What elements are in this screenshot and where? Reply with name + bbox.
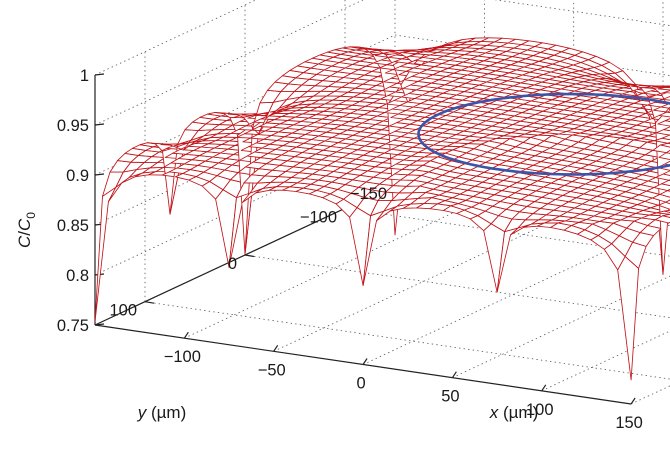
x-tick-mark [541, 384, 547, 392]
x-tick-mark [451, 371, 457, 378]
z-tick-label: 0.75 [57, 317, 89, 335]
y-tick-label: −100 [300, 208, 337, 226]
x-tick-mark [273, 344, 279, 352]
mesh-cell [665, 199, 670, 205]
x-tick-label: 50 [441, 388, 459, 406]
z-axis-label: C/C0 [15, 212, 38, 248]
mesh-cell [657, 201, 670, 210]
mesh-cell [617, 255, 640, 381]
mesh-cell [661, 134, 670, 141]
z-tick-label: 0.8 [66, 267, 89, 285]
z-tick-label: 1 [80, 67, 89, 85]
y-tick-mark [144, 301, 155, 304]
mesh-cell [657, 86, 670, 91]
x-tick-mark [183, 331, 189, 339]
x-axis-line [94, 324, 632, 405]
y-axis-label: y (µm) [137, 403, 187, 422]
z-tick-mark [94, 173, 105, 176]
mesh-cell [661, 179, 670, 187]
surface-mesh [94, 37, 670, 381]
mesh-cell [659, 190, 670, 198]
z-tick-label: 0.85 [57, 217, 89, 235]
mesh-cell [667, 188, 670, 192]
mesh-cell [662, 170, 670, 176]
z-tick-label: 0.9 [66, 167, 89, 185]
x-tick-label: 150 [615, 414, 643, 432]
wall-grid-line [395, 0, 670, 14]
mesh-cell [663, 126, 670, 132]
y-tick-mark [244, 254, 255, 258]
x-tick-mark [630, 397, 636, 405]
mesh-cell [663, 90, 670, 94]
x-tick-label: 100 [526, 401, 554, 419]
mesh-cell [665, 149, 670, 154]
mesh-cell [660, 142, 670, 148]
mesh-cell [666, 110, 670, 113]
circle-marker [417, 92, 670, 176]
mesh-cell [660, 103, 670, 109]
mesh-cell [654, 215, 670, 224]
x-tick-label: −100 [164, 348, 201, 366]
mesh-cell [658, 152, 670, 160]
x-tick-label: −50 [258, 361, 286, 379]
mesh-cell [664, 160, 670, 166]
tick-labels: 0.75 0.8 0.85 0.9 0.95 1 −150 −100 0 100 −100 −50 0 5… [57, 67, 643, 432]
axes [94, 73, 636, 405]
mesh-cell [657, 120, 670, 127]
floor-grid-line [244, 254, 670, 319]
z-tick-mark [94, 123, 105, 126]
mesh-cell [664, 118, 670, 122]
x-tick-label: 0 [356, 374, 365, 392]
x-tick-mark [362, 358, 368, 365]
y-tick-label: 100 [109, 302, 137, 320]
z-tick-label: 0.95 [57, 117, 89, 135]
mesh-cell [662, 96, 670, 101]
y-tick-label: 0 [228, 255, 237, 273]
mesh-cell [658, 111, 670, 118]
z-tick-mark [94, 73, 105, 76]
circle-marker-ellipse [417, 92, 670, 176]
y-tick-label: −150 [350, 185, 387, 203]
x-axis-label: x (µm) [489, 403, 539, 422]
z-tick-mark [94, 323, 105, 326]
mesh-cell [663, 209, 670, 213]
floor-grid-line [144, 301, 670, 380]
mesh-cell [662, 213, 670, 218]
